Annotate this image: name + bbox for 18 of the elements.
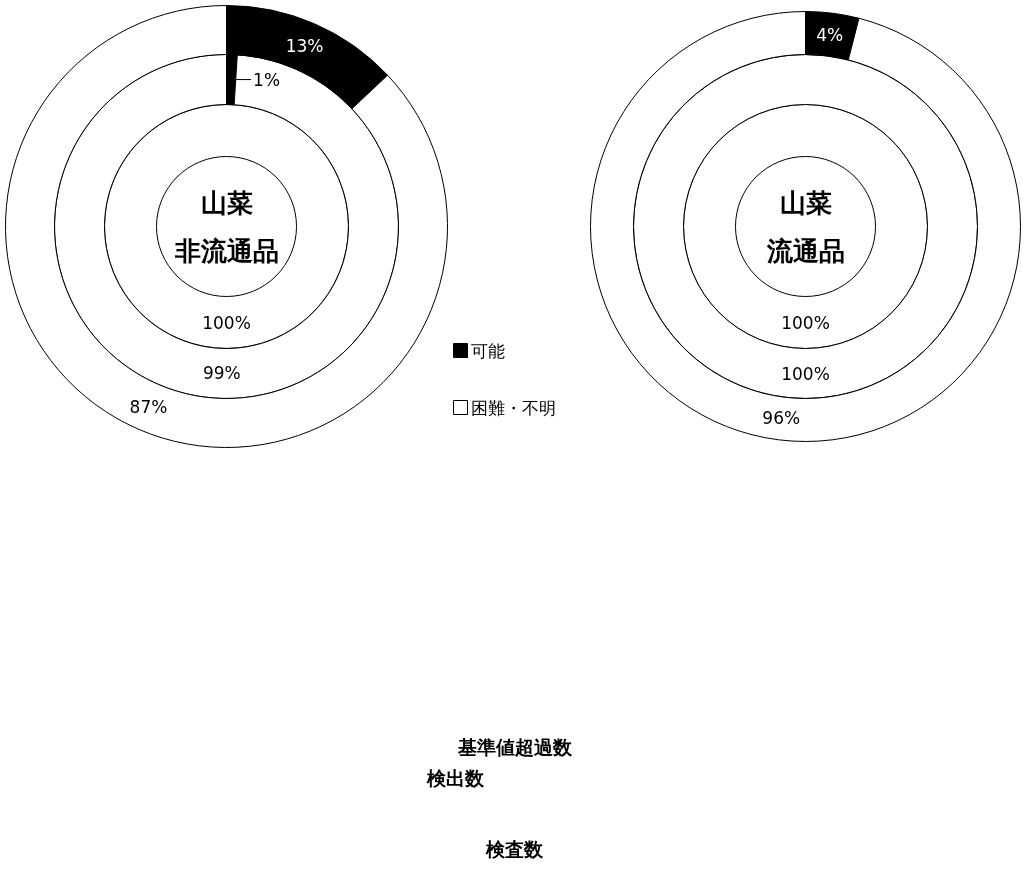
- data-label: 100%: [202, 312, 251, 333]
- data-label: 4%: [816, 24, 844, 45]
- text: 基準値超過数: [456, 736, 573, 758]
- data-label: 87%: [129, 396, 168, 417]
- text: 流通品: [765, 235, 845, 266]
- data-label: 100%: [781, 363, 830, 384]
- data-label: 96%: [762, 408, 801, 429]
- legend-label: 困難・不明: [470, 397, 556, 418]
- text: 非流通品: [173, 235, 279, 266]
- text: 山菜: [200, 187, 253, 218]
- legend-label: 可能: [470, 340, 505, 361]
- data-label: 1%: [253, 69, 281, 90]
- text: 検出数: [425, 767, 485, 790]
- text: 山菜: [779, 187, 832, 218]
- data-label: 13%: [285, 36, 324, 57]
- data-label: 99%: [202, 363, 241, 384]
- text: 検査数: [485, 837, 544, 860]
- data-label: 100%: [781, 312, 830, 333]
